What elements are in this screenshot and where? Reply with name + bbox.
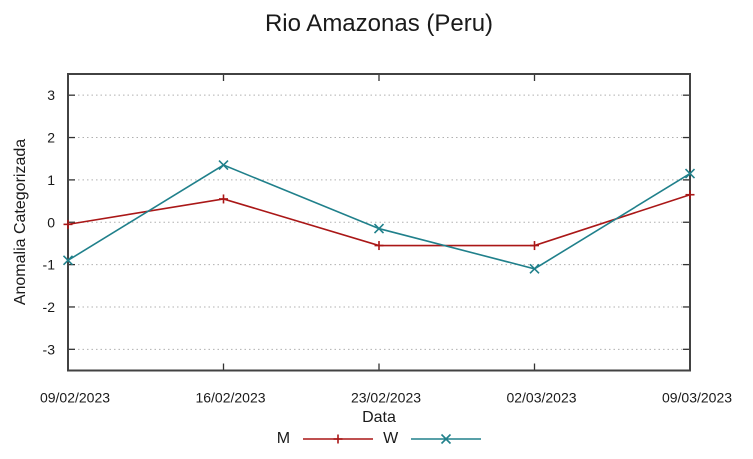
chart-title: Rio Amazonas (Peru)	[264, 10, 494, 37]
legend-label-m: M	[276, 430, 291, 447]
y-tick-label: -1	[43, 257, 56, 273]
y-tick-label: 3	[47, 87, 55, 103]
x-tick-label: 09/03/2023	[662, 390, 732, 406]
y-tick-label: 2	[47, 130, 55, 146]
series-w-marker	[62, 255, 74, 266]
y-tick-label: -3	[43, 341, 56, 357]
y-tick-label: 0	[47, 214, 55, 230]
series-w-marker	[218, 160, 229, 171]
y-tick-label: 1	[47, 172, 55, 188]
x-tick-label: 23/02/2023	[351, 390, 421, 406]
legend: M W	[68, 430, 690, 448]
y-tick-label: -2	[43, 299, 56, 315]
legend-label-w: W	[383, 430, 399, 447]
series-w-marker	[529, 263, 540, 274]
legend-item-w: W	[383, 430, 482, 448]
x-tick-label: 02/03/2023	[506, 390, 576, 406]
legend-item-m: M	[276, 430, 374, 448]
x-axis-label: Data	[362, 409, 396, 426]
series-w-line	[67, 164, 691, 270]
x-tick-label: 16/02/2023	[195, 390, 265, 406]
legend-line-sample-w	[411, 433, 482, 445]
legend-line-sample-m	[303, 434, 374, 444]
legend-sample-marker-w	[441, 433, 452, 445]
series-w-marker	[684, 168, 696, 179]
x-tick-label: 09/02/2023	[40, 390, 110, 406]
series-w-marker	[373, 223, 385, 234]
